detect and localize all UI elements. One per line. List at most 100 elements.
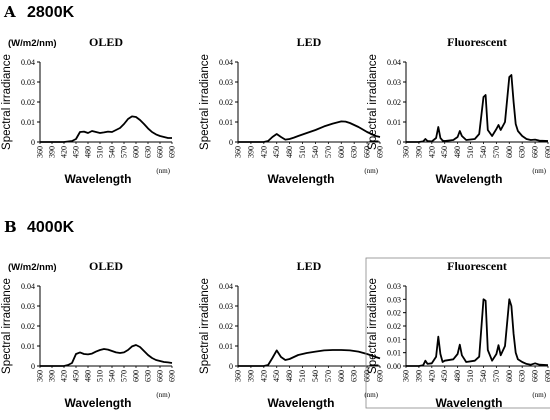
- x-tick-label: 510: [466, 370, 475, 382]
- x-tick-label: 450: [272, 146, 281, 158]
- x-tick-label: 420: [259, 370, 268, 382]
- y-tick-label: 0.04: [21, 58, 35, 67]
- x-tick-label: 510: [298, 146, 307, 158]
- chart-title: LED: [297, 35, 322, 49]
- y-tick-label: 0.01: [219, 118, 233, 127]
- x-unit-label: (nm): [364, 391, 378, 399]
- chart-panel-A-fluorescent: Fluorescent 0 0.01 0.02 0.03 0.04 360 390 420 450…: [367, 35, 550, 186]
- y-tick-label: 0.02: [387, 322, 401, 331]
- x-axis-label: Wavelength: [268, 396, 335, 410]
- y-tick-label: 0.01: [387, 335, 401, 344]
- x-tick-label: 570: [120, 146, 129, 158]
- x-tick-label: 360: [402, 146, 411, 158]
- x-tick-label: 420: [427, 146, 436, 158]
- x-tick-label: 390: [246, 370, 255, 382]
- x-tick-label: 540: [479, 146, 488, 158]
- y-tick-label: 0.02: [219, 98, 233, 107]
- x-tick-label: 390: [414, 370, 423, 382]
- panel-temperature-B: 4000K: [27, 219, 75, 236]
- x-tick-label: 660: [531, 370, 540, 382]
- x-axis-label: Wavelength: [268, 172, 335, 186]
- spectrum-line: [406, 74, 549, 143]
- x-tick-label: 360: [36, 146, 45, 158]
- chart-panel-B-led: LED 0 0.01 0.02 0.03 0.04 360 390 420 450 480 510 54…: [199, 259, 385, 410]
- y-unit-label: (W/m2/nm): [8, 38, 57, 49]
- y-tick-label: 0.03: [387, 295, 401, 304]
- x-tick-label: 600: [337, 370, 346, 382]
- x-tick-label: 600: [337, 146, 346, 158]
- x-unit-label: (nm): [532, 391, 546, 399]
- y-axis-label: Spectral irradiance: [367, 54, 379, 150]
- x-tick-label: 630: [350, 370, 359, 382]
- x-tick-label: 360: [234, 370, 243, 382]
- x-tick-label: 690: [168, 370, 177, 382]
- x-tick-label: 630: [144, 370, 153, 382]
- x-tick-label: 660: [156, 370, 165, 382]
- x-tick-label: 420: [60, 146, 69, 158]
- x-tick-label: 630: [518, 370, 527, 382]
- spectrum-line: [238, 349, 381, 367]
- x-tick-label: 660: [363, 370, 372, 382]
- x-tick-label: 360: [402, 370, 411, 382]
- y-axis-label: Spectral irradiance: [199, 278, 211, 374]
- x-tick-label: 420: [259, 146, 268, 158]
- x-tick-label: 600: [505, 146, 514, 158]
- x-tick-label: 390: [48, 146, 57, 158]
- y-tick-label: 0.01: [21, 118, 35, 127]
- x-tick-label: 510: [466, 146, 475, 158]
- x-tick-label: 510: [96, 146, 105, 158]
- x-tick-label: 630: [144, 146, 153, 158]
- y-axis-label: Spectral irradiance: [1, 54, 13, 150]
- spectrum-line: [238, 120, 381, 143]
- x-tick-label: 570: [492, 370, 501, 382]
- x-tick-label: 510: [298, 370, 307, 382]
- y-tick-label: 0.03: [219, 78, 233, 87]
- x-tick-label: 540: [108, 146, 117, 158]
- x-tick-label: 480: [453, 370, 462, 382]
- x-tick-label: 480: [84, 370, 93, 382]
- chart-title: Fluorescent: [447, 259, 507, 273]
- y-axis-label: Spectral irradiance: [1, 278, 13, 374]
- x-tick-label: 570: [324, 146, 333, 158]
- x-tick-label: 630: [350, 146, 359, 158]
- y-tick-label: 0: [31, 138, 35, 147]
- y-unit-label: (W/m2/nm): [8, 262, 57, 273]
- y-tick-label: 0.01: [219, 342, 233, 351]
- spectrum-line: [40, 344, 173, 367]
- y-tick-label: 0.02: [21, 322, 35, 331]
- x-tick-label: 540: [311, 146, 320, 158]
- x-tick-label: 360: [36, 370, 45, 382]
- chart-title: OLED: [89, 35, 123, 49]
- x-tick-label: 690: [544, 370, 550, 382]
- x-tick-label: 420: [60, 370, 69, 382]
- x-tick-label: 480: [84, 146, 93, 158]
- y-tick-label: 0: [229, 138, 233, 147]
- y-tick-label: 0.04: [219, 58, 233, 67]
- y-tick-label: 0: [229, 362, 233, 371]
- x-tick-label: 390: [414, 146, 423, 158]
- x-tick-label: 660: [531, 146, 540, 158]
- x-tick-label: 600: [505, 370, 514, 382]
- x-tick-label: 600: [132, 146, 141, 158]
- y-tick-label: 0.03: [387, 78, 401, 87]
- y-tick-label: 0.01: [387, 118, 401, 127]
- panel-label-B: B: [4, 218, 17, 236]
- panel-frame: [365, 257, 550, 409]
- x-tick-label: 360: [234, 146, 243, 158]
- x-tick-label: 540: [311, 370, 320, 382]
- x-unit-label: (nm): [532, 167, 546, 175]
- chart-title: Fluorescent: [447, 35, 507, 49]
- chart-panel-A-led: LED 0 0.01 0.02 0.03 0.04 360 390 420 450 480 510 54…: [199, 35, 385, 186]
- x-tick-label: 450: [272, 370, 281, 382]
- y-tick-label: 0.02: [21, 98, 35, 107]
- x-tick-label: 600: [132, 370, 141, 382]
- x-tick-label: 540: [479, 370, 488, 382]
- panel-label-A: A: [3, 3, 16, 21]
- x-tick-label: 660: [156, 146, 165, 158]
- x-tick-label: 570: [120, 370, 129, 382]
- y-tick-label: 0.03: [21, 302, 35, 311]
